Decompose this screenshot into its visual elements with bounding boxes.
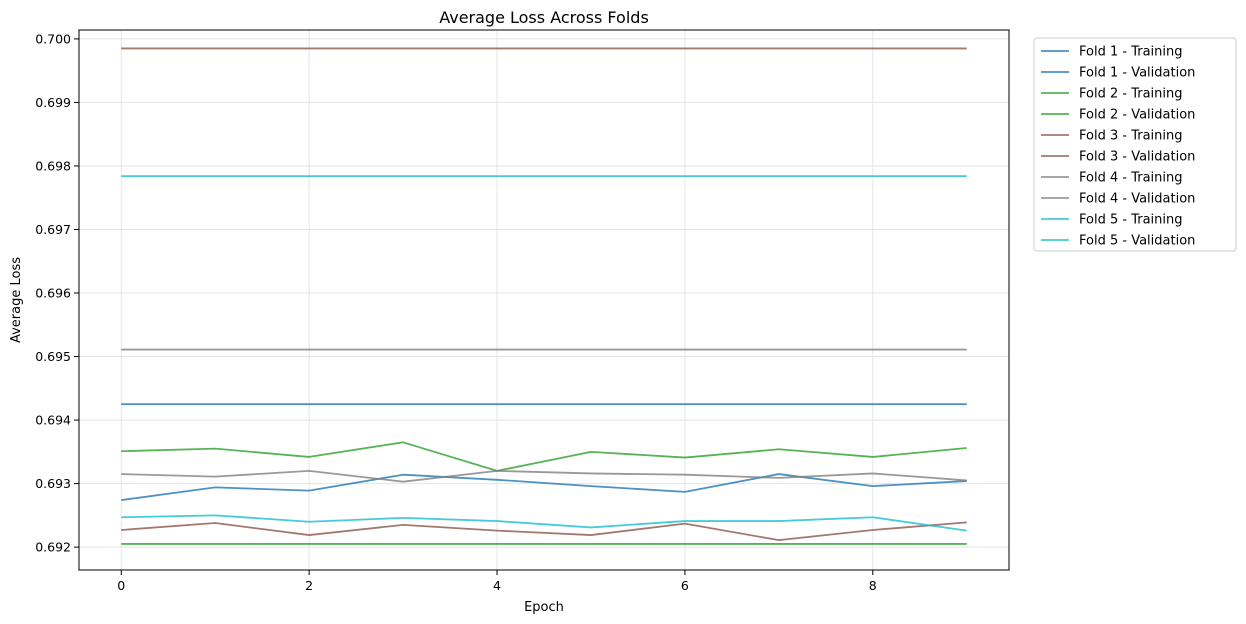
legend-label: Fold 2 - Validation	[1079, 108, 1195, 123]
legend-item: Fold 2 - Training	[1041, 87, 1183, 102]
series-line-3	[121, 441, 967, 472]
legend-label: Fold 4 - Training	[1079, 171, 1183, 186]
chart-title: Average Loss Across Folds	[439, 8, 649, 27]
grid	[79, 30, 1009, 570]
legend-item: Fold 1 - Validation	[1041, 66, 1195, 81]
legend-item: Fold 5 - Training	[1041, 213, 1183, 228]
y-tick-label: 0.698	[35, 158, 71, 173]
x-tick-label: 6	[681, 578, 689, 593]
y-tick-label: 0.694	[35, 413, 71, 428]
legend-label: Fold 3 - Training	[1079, 129, 1183, 144]
legend-item: Fold 3 - Validation	[1041, 150, 1195, 165]
y-tick-label: 0.692	[35, 540, 71, 555]
series-line-5	[121, 521, 967, 542]
x-tick-label: 8	[869, 578, 877, 593]
y-tick-label: 0.697	[35, 222, 71, 237]
series-line-9	[121, 514, 967, 532]
y-tick-label: 0.699	[35, 95, 71, 110]
legend-box	[1033, 37, 1237, 252]
series-lines	[121, 47, 967, 545]
plot-frame	[78, 29, 1010, 571]
y-axis-ticks: 0.692 0.693 0.694 0.695 0.696 0.697 0.698 0.699…	[35, 31, 79, 555]
x-tick-label: 2	[305, 578, 313, 593]
legend-item: Fold 3 - Training	[1041, 129, 1183, 144]
x-tick-label: 0	[117, 578, 125, 593]
y-axis-label: Average Loss	[9, 257, 24, 343]
legend-item: Fold 5 - Validation	[1041, 234, 1195, 249]
legend: Fold 1 - Training Fold 1 - Validation Fold…	[1033, 37, 1237, 252]
legend-item: Fold 4 - Validation	[1041, 192, 1195, 207]
y-tick-label: 0.700	[35, 31, 71, 46]
legend-label: Fold 5 - Validation	[1079, 234, 1195, 249]
legend-item: Fold 2 - Validation	[1041, 108, 1195, 123]
legend-label: Fold 1 - Training	[1079, 45, 1183, 60]
legend-label: Fold 5 - Training	[1079, 213, 1183, 228]
series-line-1	[121, 473, 967, 502]
x-axis-ticks: 0 2 4 6 8	[117, 570, 877, 593]
y-tick-label: 0.693	[35, 476, 71, 491]
series-line-7	[121, 469, 967, 483]
x-tick-label: 4	[493, 578, 501, 593]
legend-label: Fold 2 - Training	[1079, 87, 1183, 102]
legend-label: Fold 4 - Validation	[1079, 192, 1195, 207]
y-tick-label: 0.696	[35, 286, 71, 301]
legend-item: Fold 4 - Training	[1041, 171, 1183, 186]
legend-item: Fold 1 - Training	[1041, 45, 1183, 60]
legend-label: Fold 1 - Validation	[1079, 66, 1195, 81]
x-axis-label: Epoch	[524, 600, 564, 615]
y-tick-label: 0.695	[35, 349, 71, 364]
legend-label: Fold 3 - Validation	[1079, 150, 1195, 165]
